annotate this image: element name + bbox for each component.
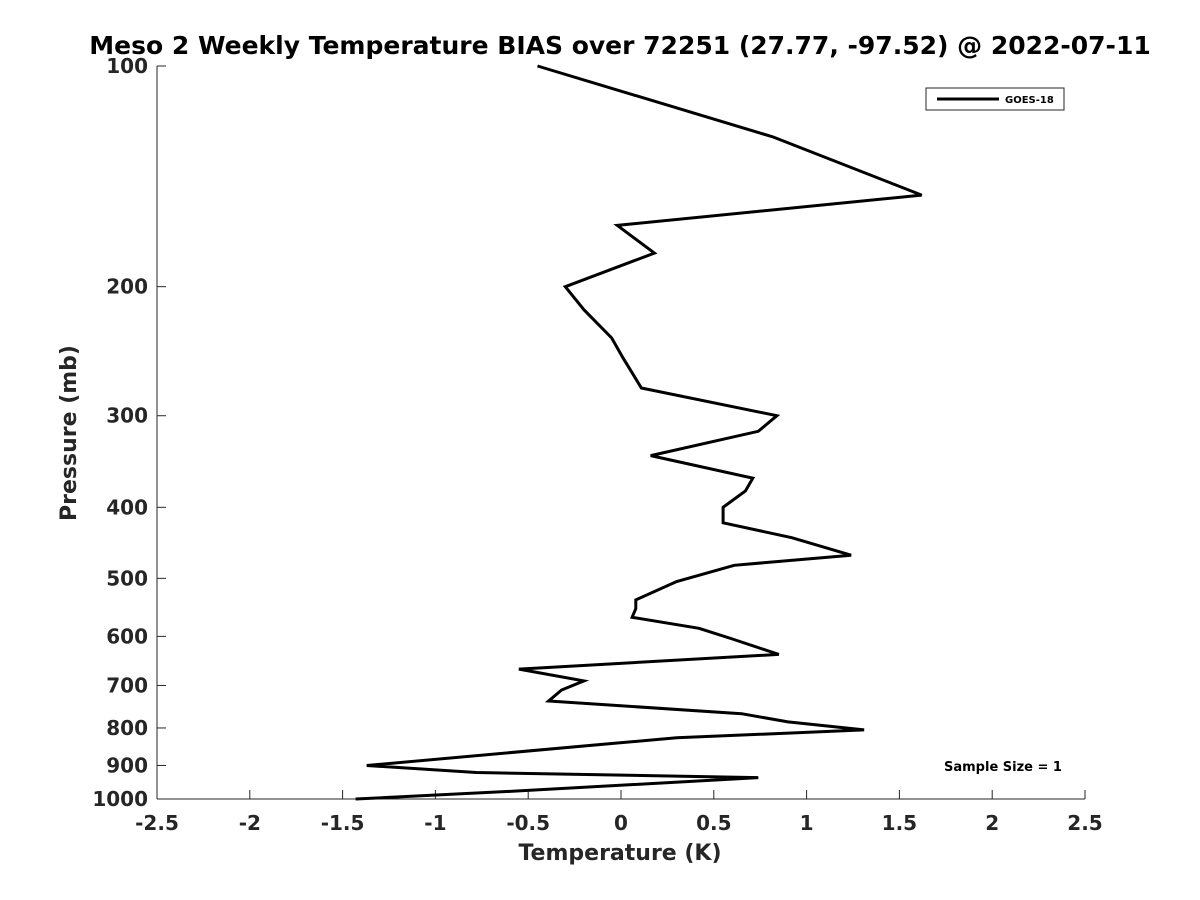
series-layer xyxy=(355,64,923,801)
x-tick-label: 2.5 xyxy=(1067,811,1102,835)
y-tick-label: 200 xyxy=(106,275,148,299)
y-tick-label: 900 xyxy=(106,753,148,777)
legend-label-goes-18: GOES-18 xyxy=(1005,95,1054,106)
y-tick-label: 400 xyxy=(106,495,148,519)
x-tick-label: 1 xyxy=(800,811,814,835)
x-tick-label: 0.5 xyxy=(696,811,731,835)
y-ticks: 100 200 300 400 500 600 700 800 900 1000 xyxy=(92,54,166,811)
x-tick-label: 2 xyxy=(985,811,999,835)
y-tick-label: 300 xyxy=(106,404,148,428)
legend: GOES-18 xyxy=(925,87,1065,111)
series-line-goes-18 xyxy=(355,64,923,801)
x-tick-label: -1.5 xyxy=(321,811,365,835)
x-ticks: -2.5 -2 -1.5 -1 -0.5 0 0.5 1 1.5 2 2.5 xyxy=(135,790,1103,835)
y-tick-label: 600 xyxy=(106,624,148,648)
x-tick-label: -1 xyxy=(424,811,446,835)
x-tick-label: 0 xyxy=(614,811,628,835)
y-tick-label: 100 xyxy=(106,54,148,78)
y-tick-label: 1000 xyxy=(92,787,148,811)
y-tick-label: 800 xyxy=(106,716,148,740)
chart-title: Meso 2 Weekly Temperature BIAS over 7225… xyxy=(89,31,1150,60)
sample-size-annotation: Sample Size = 1 xyxy=(944,760,1062,775)
y-axis-label: Pressure (mb) xyxy=(57,345,82,521)
y-tick-label: 500 xyxy=(106,566,148,590)
x-tick-label: -2.5 xyxy=(135,811,179,835)
x-tick-label: -2 xyxy=(239,811,261,835)
x-tick-label: -0.5 xyxy=(506,811,550,835)
x-tick-label: 1.5 xyxy=(882,811,917,835)
y-tick-label: 700 xyxy=(106,673,148,697)
x-axis-label: Temperature (K) xyxy=(518,841,721,866)
axes xyxy=(156,66,1085,800)
